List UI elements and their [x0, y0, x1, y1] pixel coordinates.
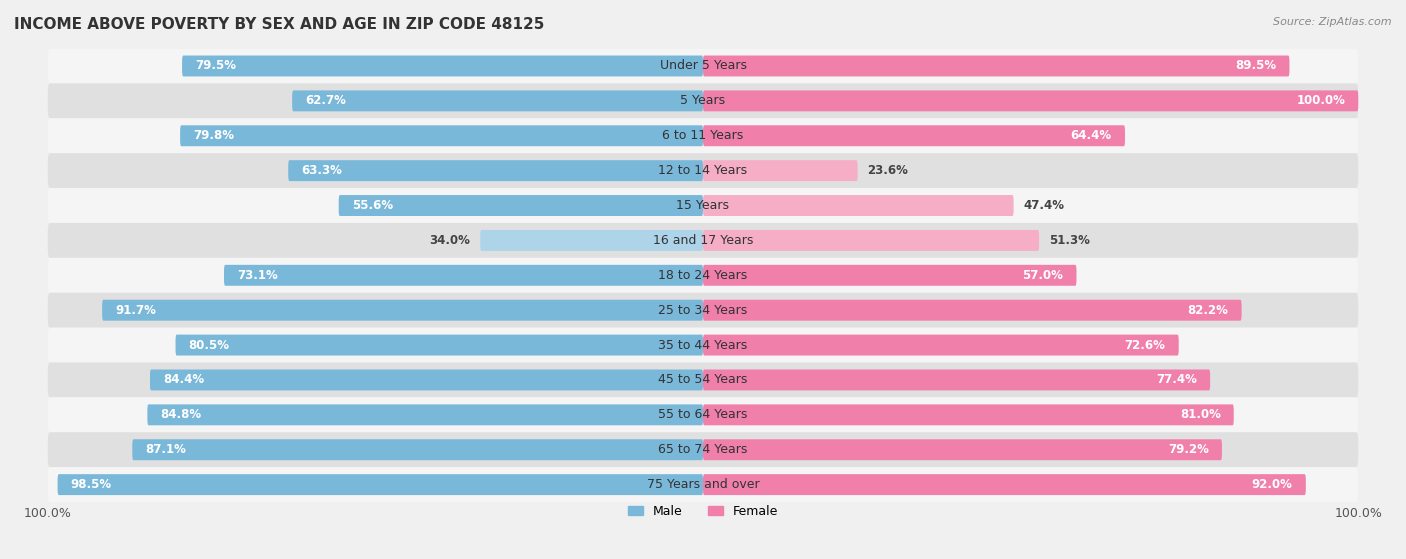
Text: 34.0%: 34.0% [429, 234, 471, 247]
FancyBboxPatch shape [703, 335, 1178, 356]
Text: INCOME ABOVE POVERTY BY SEX AND AGE IN ZIP CODE 48125: INCOME ABOVE POVERTY BY SEX AND AGE IN Z… [14, 17, 544, 32]
Text: 55.6%: 55.6% [352, 199, 392, 212]
FancyBboxPatch shape [58, 474, 703, 495]
FancyBboxPatch shape [180, 125, 703, 146]
FancyBboxPatch shape [292, 91, 703, 111]
Text: 5 Years: 5 Years [681, 94, 725, 107]
Text: 35 to 44 Years: 35 to 44 Years [658, 339, 748, 352]
FancyBboxPatch shape [288, 160, 703, 181]
Text: 65 to 74 Years: 65 to 74 Years [658, 443, 748, 456]
Text: 63.3%: 63.3% [301, 164, 342, 177]
Text: 47.4%: 47.4% [1024, 199, 1064, 212]
FancyBboxPatch shape [48, 223, 1358, 258]
Text: 57.0%: 57.0% [1022, 269, 1063, 282]
FancyBboxPatch shape [148, 404, 703, 425]
Text: 87.1%: 87.1% [145, 443, 186, 456]
Text: 81.0%: 81.0% [1180, 408, 1220, 421]
FancyBboxPatch shape [703, 160, 858, 181]
FancyBboxPatch shape [48, 153, 1358, 188]
Text: 25 to 34 Years: 25 to 34 Years [658, 304, 748, 317]
Text: 12 to 14 Years: 12 to 14 Years [658, 164, 748, 177]
Text: 73.1%: 73.1% [238, 269, 278, 282]
Text: 80.5%: 80.5% [188, 339, 229, 352]
FancyBboxPatch shape [48, 83, 1358, 119]
FancyBboxPatch shape [132, 439, 703, 460]
Text: 98.5%: 98.5% [70, 478, 112, 491]
FancyBboxPatch shape [703, 474, 1306, 495]
FancyBboxPatch shape [703, 404, 1233, 425]
Text: Under 5 Years: Under 5 Years [659, 59, 747, 73]
Text: 45 to 54 Years: 45 to 54 Years [658, 373, 748, 386]
FancyBboxPatch shape [703, 265, 1077, 286]
FancyBboxPatch shape [48, 293, 1358, 328]
FancyBboxPatch shape [339, 195, 703, 216]
FancyBboxPatch shape [48, 188, 1358, 223]
Text: 51.3%: 51.3% [1049, 234, 1090, 247]
FancyBboxPatch shape [703, 369, 1211, 390]
FancyBboxPatch shape [103, 300, 703, 321]
FancyBboxPatch shape [703, 55, 1289, 77]
FancyBboxPatch shape [703, 125, 1125, 146]
Text: 55 to 64 Years: 55 to 64 Years [658, 408, 748, 421]
FancyBboxPatch shape [224, 265, 703, 286]
Text: Source: ZipAtlas.com: Source: ZipAtlas.com [1274, 17, 1392, 27]
FancyBboxPatch shape [48, 397, 1358, 432]
Text: 84.4%: 84.4% [163, 373, 204, 386]
FancyBboxPatch shape [703, 230, 1039, 251]
Text: 77.4%: 77.4% [1156, 373, 1197, 386]
FancyBboxPatch shape [48, 258, 1358, 293]
Text: 82.2%: 82.2% [1188, 304, 1229, 317]
Text: 64.4%: 64.4% [1071, 129, 1112, 142]
FancyBboxPatch shape [48, 467, 1358, 502]
FancyBboxPatch shape [150, 369, 703, 390]
FancyBboxPatch shape [48, 432, 1358, 467]
FancyBboxPatch shape [703, 439, 1222, 460]
Text: 79.2%: 79.2% [1168, 443, 1209, 456]
Text: 92.0%: 92.0% [1251, 478, 1292, 491]
Text: 79.8%: 79.8% [193, 129, 235, 142]
Text: 89.5%: 89.5% [1236, 59, 1277, 73]
FancyBboxPatch shape [703, 195, 1014, 216]
Text: 6 to 11 Years: 6 to 11 Years [662, 129, 744, 142]
FancyBboxPatch shape [176, 335, 703, 356]
Legend: Male, Female: Male, Female [623, 500, 783, 523]
FancyBboxPatch shape [183, 55, 703, 77]
FancyBboxPatch shape [703, 300, 1241, 321]
Text: 72.6%: 72.6% [1125, 339, 1166, 352]
FancyBboxPatch shape [48, 49, 1358, 83]
Text: 62.7%: 62.7% [305, 94, 346, 107]
FancyBboxPatch shape [48, 119, 1358, 153]
Text: 15 Years: 15 Years [676, 199, 730, 212]
Text: 79.5%: 79.5% [195, 59, 236, 73]
Text: 91.7%: 91.7% [115, 304, 156, 317]
FancyBboxPatch shape [703, 91, 1358, 111]
Text: 18 to 24 Years: 18 to 24 Years [658, 269, 748, 282]
Text: 75 Years and over: 75 Years and over [647, 478, 759, 491]
FancyBboxPatch shape [481, 230, 703, 251]
Text: 100.0%: 100.0% [1296, 94, 1346, 107]
FancyBboxPatch shape [48, 363, 1358, 397]
Text: 23.6%: 23.6% [868, 164, 908, 177]
Text: 16 and 17 Years: 16 and 17 Years [652, 234, 754, 247]
Text: 84.8%: 84.8% [160, 408, 201, 421]
FancyBboxPatch shape [48, 328, 1358, 363]
